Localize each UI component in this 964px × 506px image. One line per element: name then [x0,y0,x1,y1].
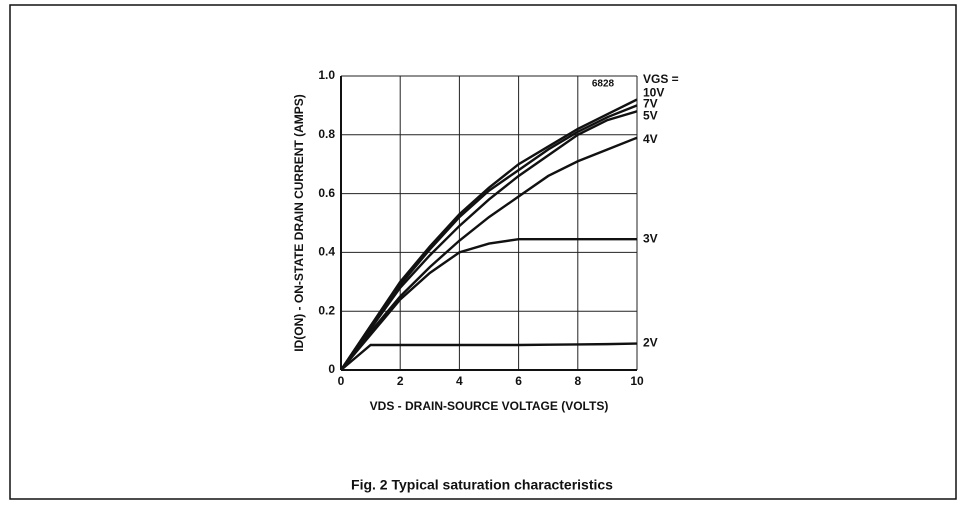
legend-label: 10V [643,86,664,100]
y-tick-label: 1.0 [318,68,335,82]
curve [340,110,638,371]
y-tick-label: 0 [328,362,335,376]
curve [340,237,637,371]
y-tick-label: 0.8 [318,127,335,141]
legend-label: 2V [643,336,658,350]
caption: Fig. 2 Typical saturation characteristic… [351,477,613,493]
legend-label: 7V [643,97,658,111]
x-tick-label: 10 [630,374,644,388]
code: 6828 [592,79,615,90]
x-axis-label: VDS - DRAIN-SOURCE VOLTAGE (VOLTS) [370,399,609,413]
x-tick-label: 6 [515,374,522,388]
x-tick-label: 0 [338,374,345,388]
legend-label: 4V [643,132,658,146]
x-tick-label: 8 [574,374,581,388]
y-axis-label: ID(ON) - ON-STATE DRAIN CURRENT (AMPS) [292,94,306,352]
curve [340,104,638,371]
legend-title: VGS = [643,72,679,86]
legend-label: 5V [643,108,658,122]
y-tick-label: 0.4 [318,245,335,259]
curve [340,342,638,371]
y-tick-label: 0.6 [318,186,335,200]
x-tick-label: 2 [397,374,404,388]
curve [340,136,638,371]
curve [340,98,638,371]
frame [9,4,957,500]
y-tick-label: 0.2 [318,303,335,317]
legend-label: 3V [643,231,658,245]
x-tick-label: 4 [456,374,463,388]
